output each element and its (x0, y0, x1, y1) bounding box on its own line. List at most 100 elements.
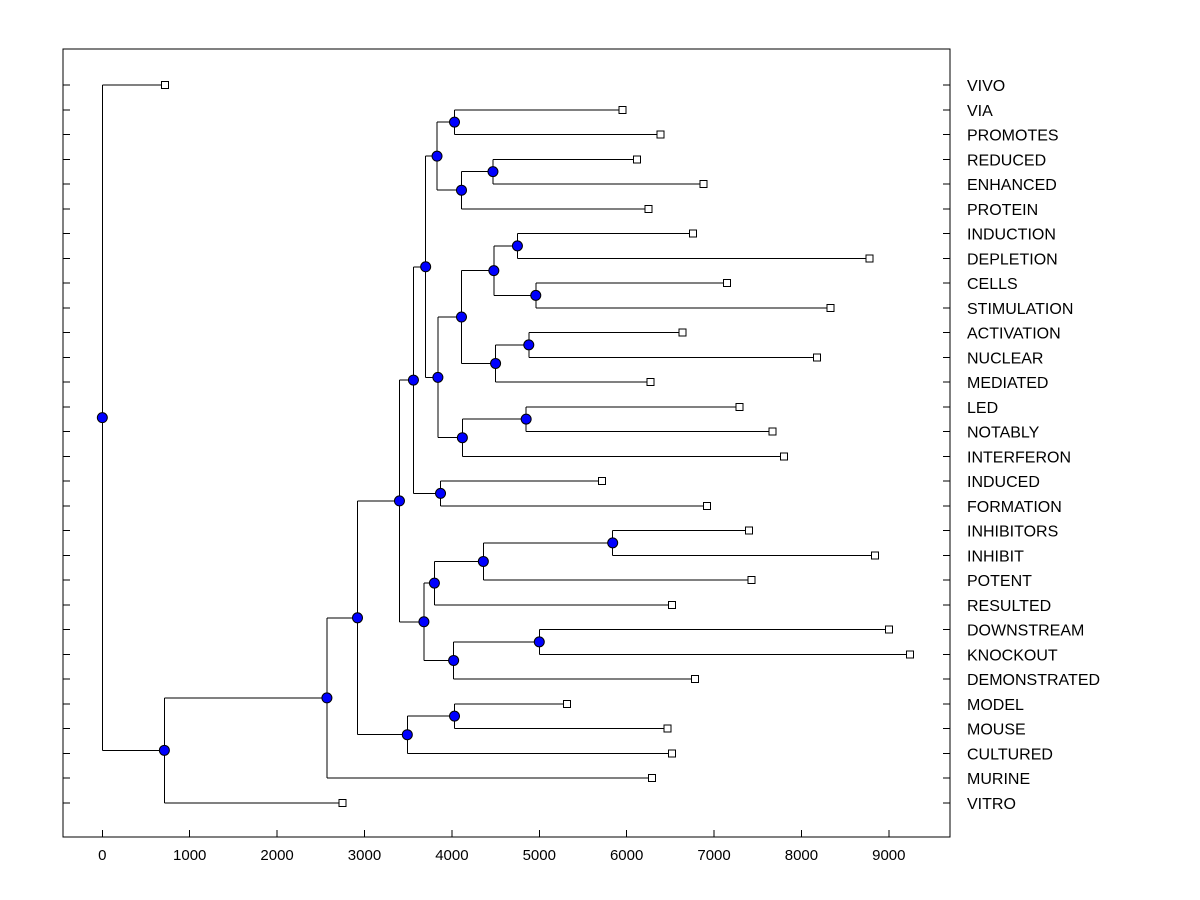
leaf-marker-interferon (779, 452, 788, 461)
leaf-marker-led (735, 402, 744, 411)
leaf-label-activation: ACTIVATION (967, 326, 1061, 343)
x-tick-label-2000: 2000 (260, 847, 293, 864)
node-marker-n11 (520, 413, 532, 425)
node-marker-n22 (418, 616, 430, 628)
leaf-label-interferon: INTERFERON (967, 449, 1071, 466)
node-marker-n7 (488, 265, 500, 277)
leaf-label-depletion: DEPLETION (967, 251, 1058, 268)
leaf-marker-induced (598, 477, 607, 485)
leaf-marker-knockout (905, 650, 914, 659)
leaf-label-induction: INDUCTION (967, 227, 1056, 244)
leaf-marker-potent (747, 576, 756, 584)
leaf-marker-nuclear (813, 353, 822, 362)
node-marker-n3 (455, 184, 467, 196)
node-marker-n24 (449, 710, 461, 722)
node-marker-n8 (523, 339, 535, 351)
x-tick-label-8000: 8000 (785, 847, 818, 864)
leaf-label-induced: INDUCED (967, 474, 1040, 491)
leaf-label-stimulation: STIMULATION (967, 301, 1073, 318)
leaf-label-nuclear: NUCLEAR (967, 350, 1043, 367)
leaf-marker-activation (678, 328, 687, 337)
x-tick-label-7000: 7000 (697, 847, 730, 864)
node-marker-n26 (352, 612, 364, 624)
node-marker-n12 (456, 432, 468, 444)
plot-frame (62, 48, 951, 838)
leaf-marker-stimulation (826, 303, 835, 312)
leaf-label-mouse: MOUSE (967, 722, 1026, 739)
node-marker-n17 (607, 537, 619, 549)
leaf-label-downstream: DOWNSTREAM (967, 623, 1084, 640)
link-group (101, 84, 910, 804)
node-marker-n27 (321, 692, 333, 704)
leaf-marker-inhibit (870, 551, 879, 560)
leaf-label-murine: MURINE (967, 771, 1030, 788)
x-tick-label-9000: 9000 (872, 847, 905, 864)
x-tick-label-5000: 5000 (523, 847, 556, 864)
node-marker-n4 (431, 150, 443, 162)
node-marker-n28 (158, 744, 170, 756)
leaf-label-cells: CELLS (967, 276, 1018, 293)
leaf-label-formation: FORMATION (967, 499, 1062, 516)
leaf-label-vitro: VITRO (967, 796, 1016, 813)
leaf-label-model: MODEL (967, 697, 1024, 714)
node-marker-n21 (448, 654, 460, 666)
leaf-marker-enhanced (699, 180, 708, 188)
leaf-label-demonstrated: DEMONSTRATED (967, 672, 1100, 689)
leaf-marker-depletion (865, 254, 874, 263)
x-tick-label-6000: 6000 (610, 847, 643, 864)
leaf-marker-resulted (668, 600, 677, 609)
leaf-marker-demonstrated (690, 675, 699, 683)
node-marker-n6 (530, 289, 542, 301)
node-marker-n19 (428, 577, 440, 589)
leaf-label-resulted: RESULTED (967, 598, 1051, 615)
node-marker-n15 (435, 487, 447, 499)
leaf-label-promotes: PROMOTES (967, 128, 1059, 145)
leaf-marker-reduced (633, 155, 642, 164)
leaf-label-reduced: REDUCED (967, 152, 1046, 169)
leaf-label-inhibitors: INHIBITORS (967, 524, 1058, 541)
leaf-marker-cells (723, 279, 732, 287)
leaf-label-mediated: MEDIATED (967, 375, 1048, 392)
leaf-label-potent: POTENT (967, 573, 1032, 590)
leaf-marker-model (563, 699, 572, 708)
leaf-marker-cultured (668, 749, 677, 758)
node-marker-n5 (511, 240, 523, 252)
marker-group (96, 81, 914, 807)
leaf-marker-inhibitors (745, 526, 754, 535)
leaf-marker-protein (644, 204, 653, 213)
node-marker-n14 (420, 261, 432, 273)
y-tick-group (63, 84, 950, 804)
node-marker-n20 (533, 636, 545, 648)
leaf-marker-murine (648, 774, 657, 782)
leaf-marker-via (618, 105, 627, 114)
node-marker-n9 (490, 357, 502, 369)
leaf-label-vivo: VIVO (967, 78, 1005, 95)
x-tick-group: 0 1000 2000 3000 4000 5000 6000 7000 8000 9000 (98, 830, 906, 864)
leaf-label-notably: NOTABLY (967, 425, 1040, 442)
node-marker-n29 (96, 412, 108, 424)
node-marker-n18 (477, 555, 489, 567)
node-marker-n16 (407, 374, 419, 386)
leaf-label-group: VIVO VIA PROMOTES REDUCED ENHANCED PROTEIN IND… (967, 78, 1100, 813)
leaf-marker-mediated (646, 378, 655, 386)
leaf-marker-vitro (338, 798, 347, 807)
leaf-label-enhanced: ENHANCED (967, 177, 1057, 194)
x-tick-label-3000: 3000 (348, 847, 381, 864)
leaf-marker-mouse (663, 724, 672, 733)
leaf-marker-vivo (161, 81, 170, 89)
leaf-marker-promotes (656, 130, 665, 139)
leaf-marker-induction (689, 229, 698, 238)
leaf-marker-downstream (884, 625, 893, 634)
node-marker-n10 (455, 311, 467, 323)
leaf-marker-notably (768, 427, 777, 436)
node-marker-n1 (449, 116, 461, 128)
leaf-marker-formation (703, 501, 712, 510)
leaf-label-protein: PROTEIN (967, 202, 1038, 219)
node-marker-n13 (432, 371, 444, 383)
node-marker-n25 (401, 729, 413, 741)
leaf-label-via: VIA (967, 103, 993, 120)
node-marker-n2 (487, 166, 499, 178)
leaf-label-knockout: KNOCKOUT (967, 647, 1058, 664)
x-tick-label-1000: 1000 (173, 847, 206, 864)
node-marker-n23 (393, 495, 405, 507)
